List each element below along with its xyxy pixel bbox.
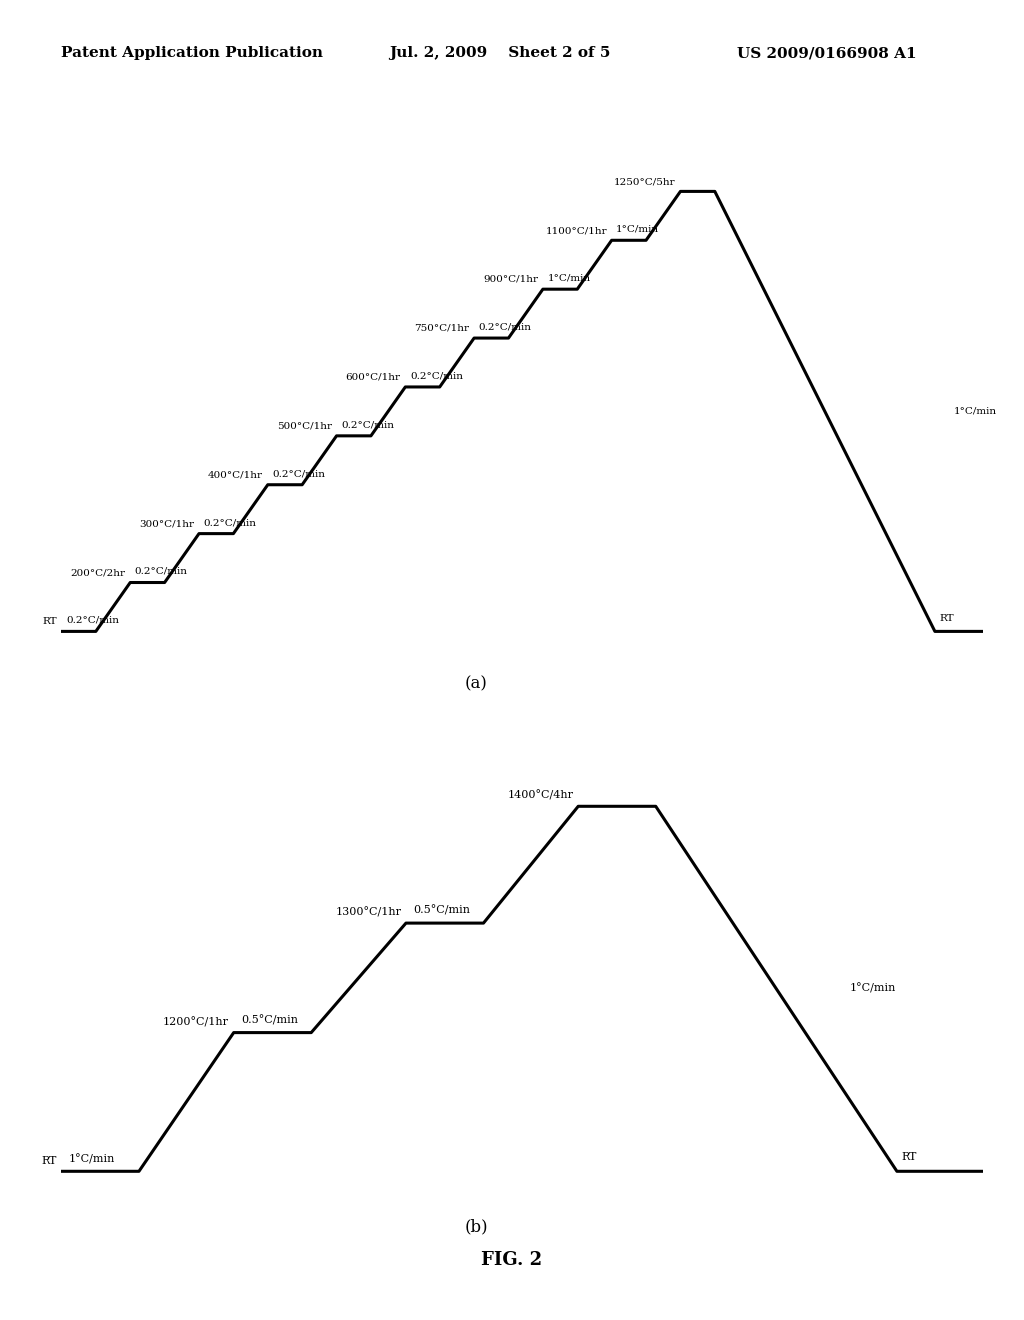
Text: 1250°C/5hr: 1250°C/5hr xyxy=(614,177,676,186)
Text: 600°C/1hr: 600°C/1hr xyxy=(346,372,400,381)
Text: 400°C/1hr: 400°C/1hr xyxy=(208,470,263,479)
Text: 0.2°C/min: 0.2°C/min xyxy=(478,322,531,331)
Text: 900°C/1hr: 900°C/1hr xyxy=(483,275,539,284)
Text: Jul. 2, 2009    Sheet 2 of 5: Jul. 2, 2009 Sheet 2 of 5 xyxy=(389,46,610,61)
Text: 0.2°C/min: 0.2°C/min xyxy=(66,616,119,624)
Text: 1°C/min: 1°C/min xyxy=(954,407,997,416)
Text: 1200°C/1hr: 1200°C/1hr xyxy=(163,1016,229,1027)
Text: 1°C/min: 1°C/min xyxy=(616,224,659,234)
Text: 0.2°C/min: 0.2°C/min xyxy=(272,469,326,478)
Text: 1°C/min: 1°C/min xyxy=(548,273,591,282)
Text: 300°C/1hr: 300°C/1hr xyxy=(139,519,195,528)
Text: 1°C/min: 1°C/min xyxy=(850,983,896,994)
Text: RT: RT xyxy=(42,618,57,626)
Text: 200°C/2hr: 200°C/2hr xyxy=(71,568,126,577)
Text: FIG. 2: FIG. 2 xyxy=(481,1251,543,1270)
Text: 500°C/1hr: 500°C/1hr xyxy=(276,421,332,430)
Text: 0.2°C/min: 0.2°C/min xyxy=(135,566,187,576)
Text: US 2009/0166908 A1: US 2009/0166908 A1 xyxy=(737,46,916,61)
Text: 1°C/min: 1°C/min xyxy=(69,1154,115,1164)
Text: RT: RT xyxy=(41,1156,57,1166)
Text: 0.5°C/min: 0.5°C/min xyxy=(414,906,470,916)
Text: 0.5°C/min: 0.5°C/min xyxy=(241,1015,298,1026)
Text: 0.2°C/min: 0.2°C/min xyxy=(341,420,394,429)
Text: RT: RT xyxy=(901,1152,916,1162)
Text: (a): (a) xyxy=(465,676,487,693)
Text: (b): (b) xyxy=(464,1218,488,1236)
Text: 0.2°C/min: 0.2°C/min xyxy=(410,371,463,380)
Text: Patent Application Publication: Patent Application Publication xyxy=(61,46,324,61)
Text: RT: RT xyxy=(939,615,954,623)
Text: 1100°C/1hr: 1100°C/1hr xyxy=(546,226,607,235)
Text: 1400°C/4hr: 1400°C/4hr xyxy=(508,791,573,801)
Text: 750°C/1hr: 750°C/1hr xyxy=(415,323,469,333)
Text: 1300°C/1hr: 1300°C/1hr xyxy=(335,907,401,917)
Text: 0.2°C/min: 0.2°C/min xyxy=(204,517,257,527)
